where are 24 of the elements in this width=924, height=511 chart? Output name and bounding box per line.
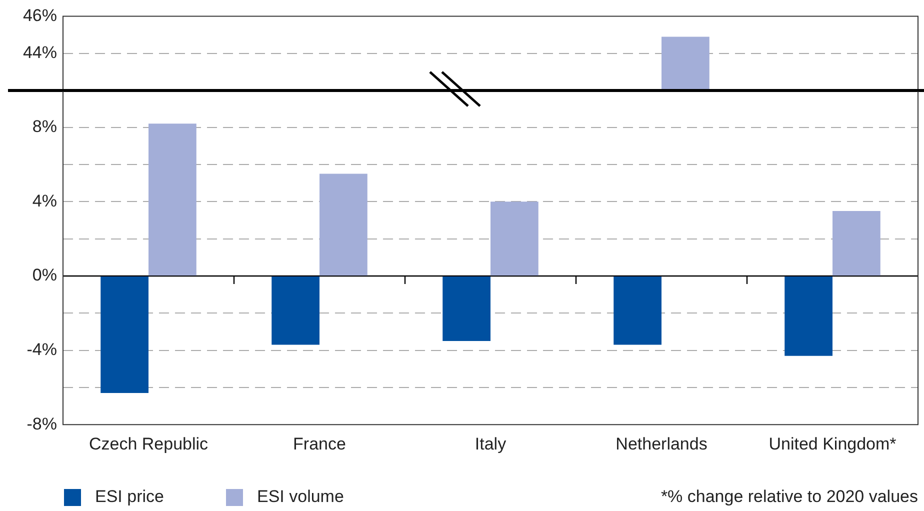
bar (442, 276, 490, 341)
x-tick-label: France (293, 434, 346, 454)
y-tick-label: -4% (26, 340, 57, 359)
x-tick-label: Netherlands (616, 434, 708, 454)
x-tick-label: United Kingdom* (768, 434, 897, 454)
bar (148, 124, 196, 276)
x-tick-label: Czech Republic (88, 434, 209, 454)
y-tick-label: 8% (32, 117, 57, 136)
legend-label: ESI price (95, 487, 164, 507)
y-tick-label: 46% (22, 6, 57, 25)
legend-label: ESI volume (256, 487, 344, 507)
bar (784, 276, 832, 356)
x-tick-label: Italy (474, 434, 507, 454)
y-tick-label: 44% (22, 43, 57, 62)
y-tick-label: -8% (26, 414, 57, 434)
bar (320, 174, 368, 276)
y-tick-label: 4% (32, 191, 57, 210)
text: *% change relative to 2020 values (660, 487, 918, 507)
bar (272, 276, 320, 345)
bar (832, 210, 880, 276)
bar (614, 276, 662, 345)
y-tick-label: 0% (32, 266, 57, 285)
bar (100, 276, 148, 394)
bar (490, 202, 538, 276)
